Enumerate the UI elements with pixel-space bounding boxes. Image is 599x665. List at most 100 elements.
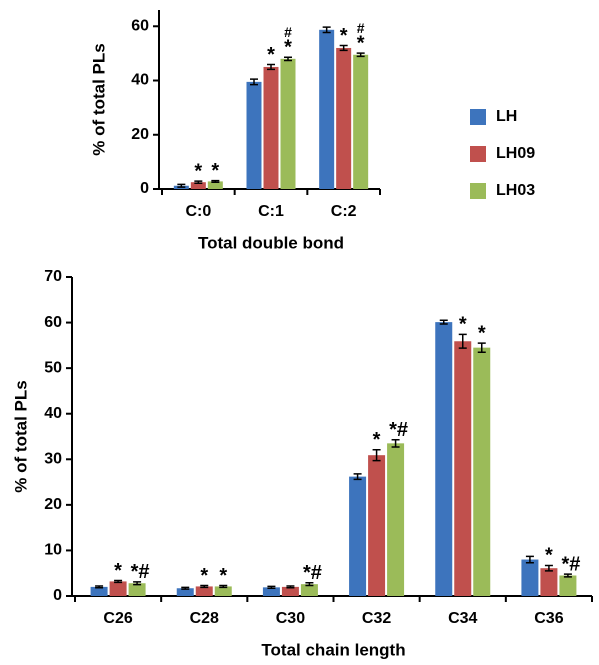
bar: [190, 182, 206, 189]
bar: [387, 443, 405, 596]
significance-mark: *: [357, 32, 365, 54]
x-tick-label: C34: [448, 610, 477, 627]
legend-label: LH09: [496, 145, 535, 162]
error-bar: [458, 333, 467, 349]
error-bar: [477, 342, 486, 353]
significance-mark: *: [194, 160, 202, 182]
legend-swatch: [470, 183, 486, 199]
x-tick-label: C32: [362, 610, 391, 627]
bar: [353, 54, 369, 189]
significance-mark: *#: [131, 561, 150, 583]
bar: [195, 586, 213, 596]
y-tick-label: 40: [131, 72, 149, 89]
significance-mark: *#: [561, 553, 580, 575]
significance-mark: *: [545, 545, 553, 567]
bar: [540, 568, 558, 596]
bar: [349, 476, 367, 596]
error-bar: [267, 63, 275, 71]
significance-mark: *#: [303, 562, 322, 584]
y-axis-label: % of total PLs: [11, 380, 30, 492]
bar: [280, 58, 296, 190]
significance-mark: *: [211, 160, 219, 182]
error-bar: [563, 573, 572, 578]
y-tick-label: 40: [44, 405, 62, 422]
bar: [435, 322, 453, 596]
error-bar: [439, 319, 448, 325]
y-tick-label: 10: [44, 542, 62, 559]
error-bar: [177, 183, 186, 188]
significance-mark: *: [284, 36, 292, 58]
error-bar: [200, 584, 209, 589]
error-bar: [353, 473, 362, 481]
y-tick-label: 20: [44, 496, 62, 513]
bar: [454, 341, 472, 596]
x-tick-label: C30: [276, 610, 305, 627]
y-axis-label: % of total PLs: [89, 43, 108, 155]
error-bar: [284, 56, 292, 62]
y-tick-label: 0: [53, 587, 62, 604]
bar: [263, 66, 279, 189]
bar: [281, 586, 299, 596]
bar: [262, 587, 280, 596]
x-axis-label: Total double bond: [198, 233, 344, 252]
bar: [246, 81, 262, 189]
significance-mark: *#: [389, 419, 408, 441]
x-tick-label: C36: [534, 610, 563, 627]
error-bar: [322, 26, 331, 34]
x-tick-label: C:2: [331, 203, 357, 220]
y-tick-label: 70: [44, 268, 62, 285]
x-tick-label: C28: [190, 610, 219, 627]
significance-mark: *: [478, 322, 486, 344]
legend-swatch: [470, 109, 486, 125]
bar: [90, 586, 108, 596]
significance-mark: *: [267, 44, 275, 66]
error-bar: [305, 582, 314, 587]
error-bar: [372, 448, 381, 462]
error-bar: [525, 555, 534, 564]
x-tick-label: C26: [103, 610, 132, 627]
bar: [559, 575, 577, 596]
error-bar: [286, 585, 295, 589]
y-tick-label: 60: [44, 314, 62, 331]
significance-mark: *: [200, 565, 208, 587]
significance-mark: *: [459, 314, 467, 336]
bar: [109, 581, 127, 596]
error-bar: [133, 581, 142, 586]
bar: [207, 181, 223, 189]
y-tick-label: 60: [131, 17, 149, 34]
x-axis-label: Total chain length: [261, 640, 405, 659]
error-bar: [339, 44, 348, 52]
y-tick-label: 20: [131, 126, 149, 143]
bar: [521, 559, 539, 596]
error-bar: [544, 564, 553, 572]
error-bar: [181, 586, 190, 590]
y-tick-label: 50: [44, 359, 62, 376]
significance-mark: #: [284, 24, 292, 40]
error-bar: [95, 585, 104, 589]
significance-mark: *: [219, 565, 227, 587]
error-bar: [356, 52, 365, 58]
bar: [336, 47, 352, 189]
bar: [319, 29, 335, 189]
bar: [214, 586, 232, 596]
bar: [368, 455, 386, 596]
error-bar: [194, 180, 203, 185]
legend-label: LH03: [496, 182, 535, 199]
error-bar: [391, 438, 400, 448]
y-tick-label: 30: [44, 451, 62, 468]
error-bar: [250, 78, 258, 86]
significance-mark: *: [340, 25, 348, 47]
error-bar: [211, 179, 220, 183]
x-tick-label: C:0: [185, 203, 211, 220]
significance-mark: #: [357, 20, 365, 36]
bar: [473, 347, 491, 596]
y-tick-label: 0: [140, 180, 149, 197]
bar: [128, 583, 146, 596]
significance-mark: *: [373, 429, 381, 451]
significance-mark: *: [114, 560, 122, 582]
legend-label: LH: [496, 108, 517, 125]
legend-swatch: [470, 146, 486, 162]
error-bar: [114, 579, 123, 584]
error-bar: [267, 585, 276, 590]
